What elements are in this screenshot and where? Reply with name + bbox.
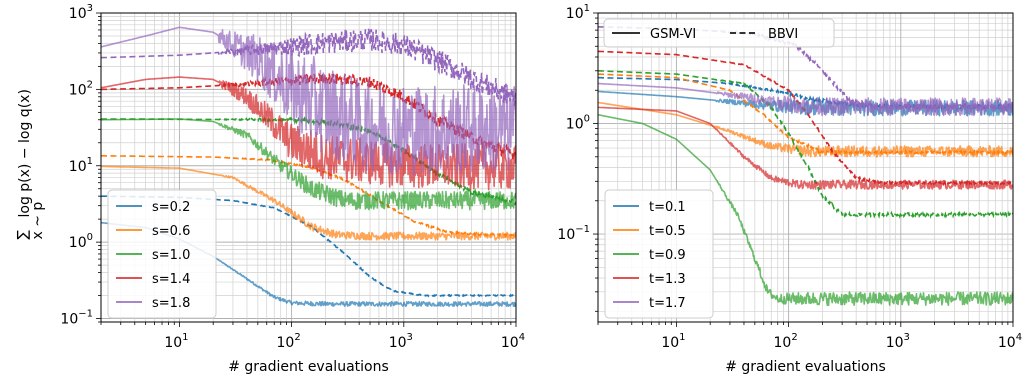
y-tick-exponent: −1 [575,224,590,235]
x-tick-mantissa: 10 [774,335,792,351]
y-tick-label: 101 [69,156,93,175]
legend-label: t=0.9 [649,248,686,263]
y-tick-mantissa: 10 [69,159,87,175]
legend-label: s=0.6 [152,224,190,239]
ticks [593,12,1014,327]
series-lines [598,26,1013,307]
style-legend-label: BBVI [768,27,798,42]
y-tick-exponent: 2 [87,79,93,90]
series-dashed-s=1.8 [101,28,516,106]
y-tick-mantissa: 10 [557,227,575,243]
y-tick-exponent: 3 [87,3,93,14]
series-solid-s=1.4 [101,76,516,191]
x-tick-exponent: 2 [294,332,300,343]
style-legend-box [603,18,835,48]
legend-label: s=1.0 [152,248,190,263]
y-tick-mantissa: 10 [60,312,78,328]
x-tick-exponent: 1 [679,332,685,343]
y-label-text: log p(x) − log q(x) [17,89,33,217]
series-dashed-t=0.5 [598,73,1013,157]
y-label-sum-subscript: x ~ p [30,202,46,240]
series-solid-t=1.7 [598,82,1013,117]
y-tick-mantissa: 10 [566,117,584,133]
y-tick-label: 10−1 [60,309,93,328]
x-tick-exponent: 3 [407,332,413,343]
y-tick-mantissa: 10 [69,6,87,22]
ticks [96,12,517,327]
y-tick-exponent: 1 [584,3,590,14]
x-tick-exponent: 4 [519,332,525,343]
x-tick-label: 102 [774,332,798,351]
legend-box [107,189,217,319]
y-tick-exponent: −1 [78,309,93,320]
legend: s=0.2 s=0.6 s=1.0 s=1.4 s=1.8 [107,189,217,319]
style-legend: GSM-VI BBVI [603,18,835,48]
y-tick-label: 100 [69,232,93,251]
x-tick-exponent: 1 [182,332,188,343]
y-tick-mantissa: 10 [566,6,584,22]
y-tick-mantissa: 10 [69,82,87,98]
legend-label: t=0.1 [649,200,686,215]
series-dashed-s=1.0 [101,116,516,206]
series-dashed-t=1.3 [598,50,1013,187]
x-tick-label: 104 [501,332,525,351]
y-tick-label: 10−1 [557,224,590,243]
series-solid-t=0.9 [598,114,1013,307]
axes-frame [100,12,517,323]
x-tick-label: 103 [886,332,910,351]
x-tick-mantissa: 10 [277,335,295,351]
series-solid-s=1.8 [101,26,516,176]
y-tick-mantissa: 10 [69,235,87,251]
x-tick-mantissa: 10 [661,335,679,351]
legend-label: t=1.3 [649,272,686,287]
series-lines [101,26,516,307]
series-dashed-t=0.1 [598,76,1013,112]
y-tick-exponent: 0 [87,232,93,243]
x-tick-exponent: 3 [904,332,910,343]
x-tick-exponent: 4 [1016,332,1022,343]
style-legend-label: GSM-VI [650,27,696,42]
series-dashed-t=0.9 [598,70,1013,219]
x-tick-label: 104 [998,332,1022,351]
y-tick-label: 103 [69,3,93,22]
series-solid-s=0.6 [101,165,516,241]
x-tick-mantissa: 10 [164,335,182,351]
legend-box [604,189,714,319]
x-tick-label: 103 [389,332,413,351]
x-tick-mantissa: 10 [389,335,407,351]
y-tick-label: 102 [69,79,93,98]
sum-symbol: ∑ [15,230,31,240]
legend-label: t=1.7 [649,296,686,311]
y-tick-exponent: 0 [584,114,590,125]
legend: t=0.1 t=0.5 t=0.9 t=1.3 t=1.7 [604,189,714,319]
series-dashed-s=0.6 [101,155,516,238]
y-tick-label: 101 [566,3,590,22]
x-tick-mantissa: 10 [886,335,904,351]
x-tick-mantissa: 10 [998,335,1016,351]
legend-label: t=0.5 [649,224,686,239]
x-tick-label: 102 [277,332,301,351]
x-tick-exponent: 2 [791,332,797,343]
x-tick-label: 101 [661,332,685,351]
x-tick-label: 101 [164,332,188,351]
legend-label: s=1.4 [152,272,190,287]
y-tick-label: 100 [566,114,590,133]
x-tick-mantissa: 10 [501,335,519,351]
legend-label: s=1.8 [152,296,190,311]
series-solid-t=0.5 [598,101,1013,158]
series-solid-t=1.3 [598,106,1013,190]
y-tick-exponent: 1 [87,156,93,167]
x-axis-label: # gradient evaluations [725,359,886,375]
x-axis-label: # gradient evaluations [228,359,389,375]
legend-label: s=0.2 [152,200,190,215]
